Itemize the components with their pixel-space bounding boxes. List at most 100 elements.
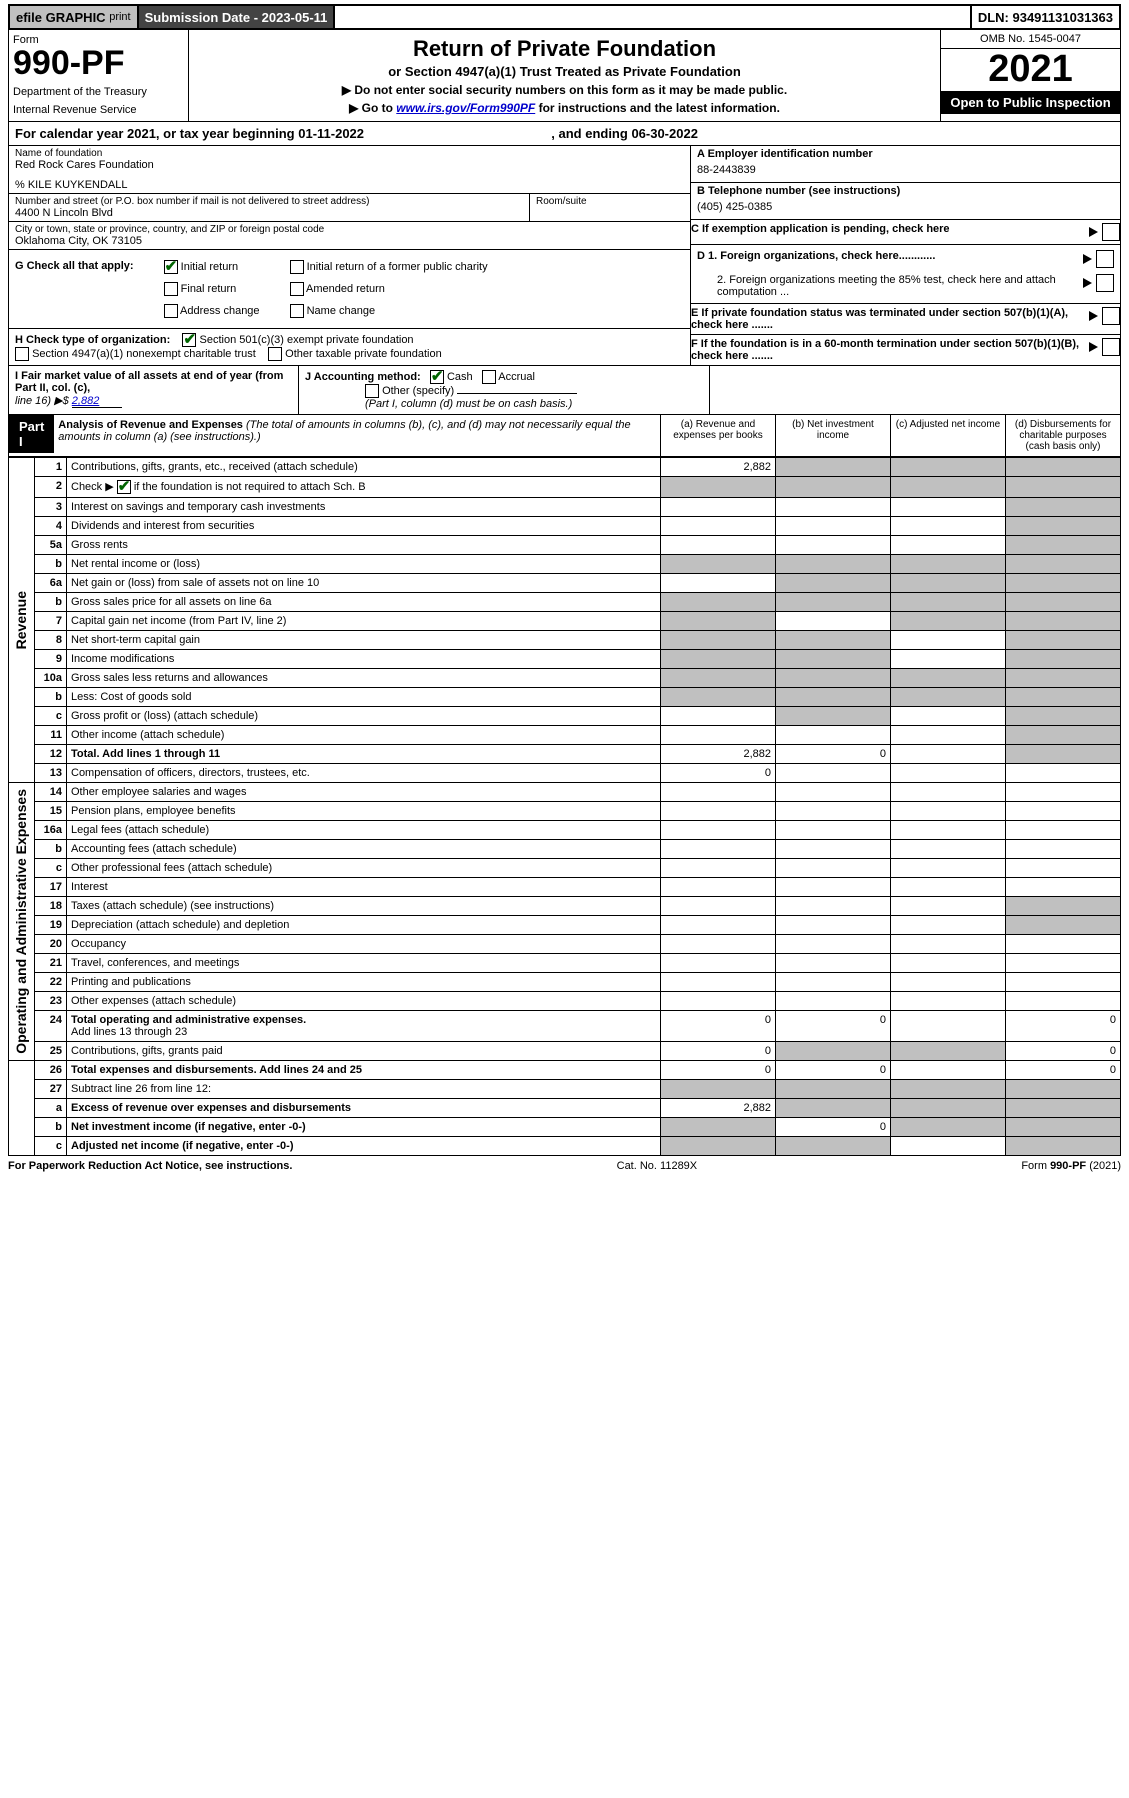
other-specify-checkbox[interactable]	[365, 384, 379, 398]
table-row: 20Occupancy	[9, 935, 1121, 954]
open-inspection: Open to Public Inspection	[941, 91, 1120, 114]
cash-checkbox[interactable]	[430, 370, 444, 384]
col-d-header: (d) Disbursements for charitable purpose…	[1005, 415, 1120, 456]
efile-bold: efile GRAPHIC	[16, 10, 106, 25]
dln: DLN: 93491131031363	[970, 6, 1119, 28]
terminated-checkbox[interactable]	[1102, 307, 1120, 325]
table-row: 19Depreciation (attach schedule) and dep…	[9, 916, 1121, 935]
foundation-name-label: Name of foundation	[15, 148, 684, 159]
name-change-checkbox[interactable]	[290, 304, 304, 318]
line-num: 11	[35, 726, 67, 745]
line-desc: Total. Add lines 1 through 11	[67, 745, 661, 764]
line-num: 18	[35, 897, 67, 916]
care-of: % KILE KUYKENDALL	[15, 179, 684, 191]
initial-public-checkbox[interactable]	[290, 260, 304, 274]
line-desc: Adjusted net income (if negative, enter …	[67, 1137, 661, 1156]
60month-checkbox[interactable]	[1102, 338, 1120, 356]
line-num: 7	[35, 612, 67, 631]
line-num: b	[35, 840, 67, 859]
part-i-badge: Part I	[9, 415, 54, 453]
calendar-year-row: For calendar year 2021, or tax year begi…	[8, 122, 1121, 146]
501c3-checkbox[interactable]	[182, 333, 196, 347]
foreign-org-checkbox[interactable]	[1096, 250, 1114, 268]
initial-return-checkbox[interactable]	[164, 260, 178, 274]
opt-501c3: Section 501(c)(3) exempt private foundat…	[200, 334, 414, 346]
form-number: 990-PF	[13, 46, 184, 80]
form-warning: ▶ Do not enter social security numbers o…	[195, 83, 934, 97]
exemption-pending-label: C If exemption application is pending, c…	[691, 223, 1083, 235]
opt-name-change: Name change	[307, 305, 376, 317]
opt-amended-return: Amended return	[306, 283, 385, 295]
line-desc: Gross profit or (loss) (attach schedule)	[67, 707, 661, 726]
line-num: 14	[35, 783, 67, 802]
room-suite-label: Room/suite	[530, 194, 690, 221]
form-goto: ▶ Go to www.irs.gov/Form990PF for instru…	[195, 101, 934, 115]
line-desc: Net short-term capital gain	[67, 631, 661, 650]
line-desc: Less: Cost of goods sold	[67, 688, 661, 707]
line-num: c	[35, 707, 67, 726]
line-desc: Interest on savings and temporary cash i…	[67, 498, 661, 517]
calyear-end: 06-30-2022	[631, 126, 698, 141]
fmv-value[interactable]: 2,882	[72, 395, 122, 408]
arrow-icon	[1089, 311, 1098, 321]
line-desc: Accounting fees (attach schedule)	[67, 840, 661, 859]
expenses-sidebar: Operating and Administrative Expenses	[13, 789, 29, 1054]
line-desc: Net gain or (loss) from sale of assets n…	[67, 574, 661, 593]
address-label: Number and street (or P.O. box number if…	[15, 196, 523, 207]
line-desc: Check ▶ if the foundation is not require…	[67, 477, 661, 498]
line-desc: Total operating and administrative expen…	[67, 1011, 661, 1042]
amt-b	[776, 458, 891, 477]
table-row: 15Pension plans, employee benefits	[9, 802, 1121, 821]
line-num: b	[35, 688, 67, 707]
line-desc: Legal fees (attach schedule)	[67, 821, 661, 840]
amt-a: 0	[661, 1011, 776, 1042]
address-change-checkbox[interactable]	[164, 304, 178, 318]
cash-basis-note: (Part I, column (d) must be on cash basi…	[305, 398, 703, 410]
line-desc: Contributions, gifts, grants, etc., rece…	[67, 458, 661, 477]
foreign-85-label: 2. Foreign organizations meeting the 85%…	[697, 274, 1077, 298]
amended-return-checkbox[interactable]	[290, 282, 304, 296]
line-num: 26	[35, 1061, 67, 1080]
section-g: G Check all that apply: Initial return F…	[9, 250, 690, 329]
part-i-header-row: Part I Analysis of Revenue and Expenses …	[8, 415, 1121, 457]
form-header: Form 990-PF Department of the Treasury I…	[8, 30, 1121, 122]
ein-value: 88-2443839	[697, 160, 1114, 180]
table-row: bGross sales price for all assets on lin…	[9, 593, 1121, 612]
foreign-85-checkbox[interactable]	[1096, 274, 1114, 292]
section-h: H Check type of organization: Section 50…	[9, 329, 690, 365]
line-num: 1	[35, 458, 67, 477]
4947-checkbox[interactable]	[15, 347, 29, 361]
opt-other-taxable: Other taxable private foundation	[285, 348, 442, 360]
line16-label: line 16) ▶$	[15, 395, 72, 407]
opt-accrual: Accrual	[498, 371, 535, 383]
line-desc: Printing and publications	[67, 973, 661, 992]
form990pf-link[interactable]: www.irs.gov/Form990PF	[396, 101, 535, 115]
exemption-pending-checkbox[interactable]	[1102, 223, 1120, 241]
accrual-checkbox[interactable]	[482, 370, 496, 384]
r2-pre: Check ▶	[71, 481, 117, 493]
final-return-checkbox[interactable]	[164, 282, 178, 296]
table-row: 11Other income (attach schedule)	[9, 726, 1121, 745]
table-row: 10aGross sales less returns and allowanc…	[9, 669, 1121, 688]
amt-d	[1006, 458, 1121, 477]
line-desc: Gross sales less returns and allowances	[67, 669, 661, 688]
line-num: 15	[35, 802, 67, 821]
table-row: 21Travel, conferences, and meetings	[9, 954, 1121, 973]
line-num: 4	[35, 517, 67, 536]
phone-label: B Telephone number (see instructions)	[697, 185, 1114, 197]
dept-treasury: Department of the Treasury	[13, 86, 184, 98]
line-desc: Net investment income (if negative, ente…	[67, 1118, 661, 1137]
goto-pre: ▶ Go to	[349, 101, 396, 115]
table-row: cOther professional fees (attach schedul…	[9, 859, 1121, 878]
city-label: City or town, state or province, country…	[15, 224, 684, 235]
table-row: 18Taxes (attach schedule) (see instructi…	[9, 897, 1121, 916]
calyear-pre: For calendar year 2021, or tax year begi…	[15, 126, 298, 141]
line-desc: Compensation of officers, directors, tru…	[67, 764, 661, 783]
other-taxable-checkbox[interactable]	[268, 347, 282, 361]
table-row: 22Printing and publications	[9, 973, 1121, 992]
line-num: 12	[35, 745, 67, 764]
schb-checkbox[interactable]	[117, 480, 131, 494]
col-a-header: (a) Revenue and expenses per books	[660, 415, 775, 456]
line-desc: Capital gain net income (from Part IV, l…	[67, 612, 661, 631]
opt-other: Other (specify)	[382, 385, 454, 397]
